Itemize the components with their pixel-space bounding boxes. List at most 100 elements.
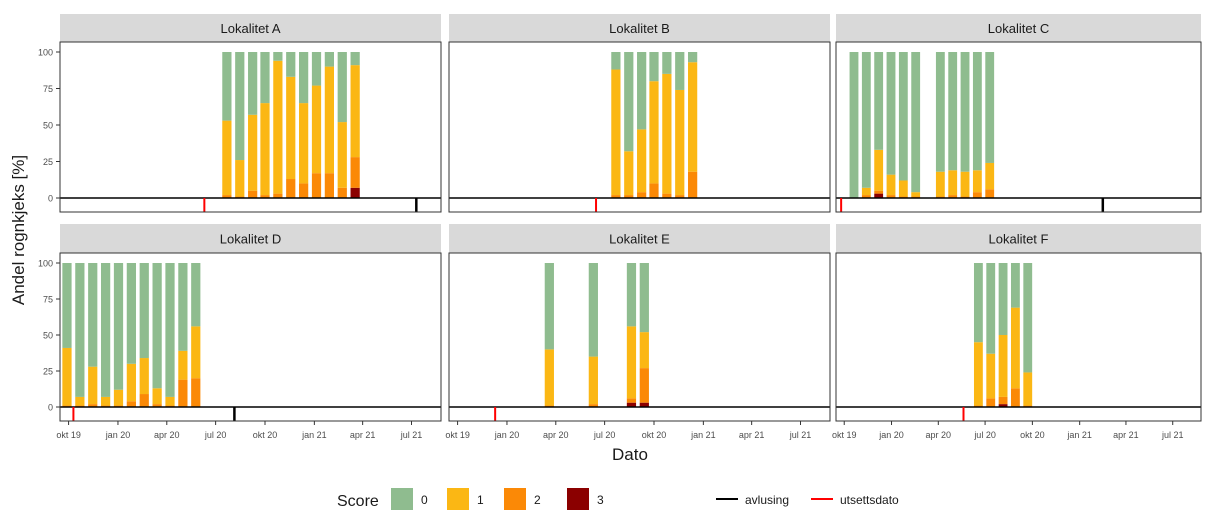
bar-segment-score-0 bbox=[75, 263, 85, 397]
bar-segment-score-2 bbox=[75, 405, 85, 407]
bar-segment-score-0 bbox=[139, 263, 149, 359]
bar-segment-score-1 bbox=[299, 103, 309, 184]
legend: Score 0 1 2 3 avlusing utsettsdato bbox=[337, 488, 899, 510]
bar-segment-score-1 bbox=[248, 114, 258, 191]
x-tick-label: jul 21 bbox=[400, 430, 423, 440]
bar-segment-score-2 bbox=[898, 196, 908, 198]
bar-segment-score-2 bbox=[637, 192, 647, 198]
bar-segment-score-2 bbox=[88, 404, 98, 407]
bar-segment-score-3 bbox=[998, 404, 1008, 407]
bar-segment-score-2 bbox=[626, 398, 637, 403]
bar-segment-score-1 bbox=[874, 149, 884, 191]
y-tick-label: 75 bbox=[43, 84, 53, 94]
panel-strip bbox=[836, 14, 1201, 42]
x-tick-label: jan 20 bbox=[105, 430, 131, 440]
bar-segment-score-1 bbox=[273, 60, 283, 194]
panel-strip bbox=[60, 224, 441, 253]
panel-title: Lokalitet C bbox=[988, 21, 1049, 36]
y-tick-label: 100 bbox=[38, 48, 53, 58]
x-tick-label: jan 21 bbox=[690, 430, 716, 440]
bar-segment-score-1 bbox=[311, 85, 322, 174]
x-tick-label: jul 20 bbox=[204, 430, 227, 440]
x-tick-label: okt 19 bbox=[56, 430, 81, 440]
bar-segment-score-2 bbox=[260, 195, 270, 198]
bar-segment-score-3 bbox=[874, 193, 884, 198]
x-tick-label: apr 20 bbox=[926, 430, 952, 440]
bar-segment-score-2 bbox=[998, 396, 1008, 405]
bar-segment-score-1 bbox=[222, 120, 232, 196]
bar-segment-score-2 bbox=[324, 173, 334, 198]
bar-segment-score-2 bbox=[911, 196, 921, 198]
bar-segment-score-1 bbox=[986, 353, 996, 399]
panel-plot-area bbox=[449, 253, 830, 421]
bar-segment-score-2 bbox=[544, 405, 554, 407]
bar-segment-score-1 bbox=[324, 66, 334, 174]
bar-segment-score-1 bbox=[75, 396, 85, 406]
bar-segment-score-0 bbox=[911, 52, 921, 193]
legend-label-score: 1 bbox=[477, 493, 484, 507]
bar-segment-score-2 bbox=[1023, 405, 1033, 407]
bar-segment-score-0 bbox=[886, 52, 896, 175]
panel-strip bbox=[836, 224, 1201, 253]
bar-segment-score-0 bbox=[544, 263, 554, 350]
bar-segment-score-0 bbox=[222, 52, 232, 121]
bar-segment-score-2 bbox=[101, 405, 111, 407]
panels-layer: Lokalitet A 0 25 50 75 100 Lokalitet B Lokalite… bbox=[38, 14, 1202, 440]
bar-segment-score-0 bbox=[611, 52, 621, 70]
bar-segment-score-0 bbox=[178, 263, 188, 351]
bar-segment-score-0 bbox=[152, 263, 162, 389]
bar-segment-score-2 bbox=[62, 405, 72, 407]
bar-segment-score-1 bbox=[675, 89, 685, 196]
bar-segment-score-0 bbox=[311, 52, 322, 86]
y-tick-label: 0 bbox=[48, 194, 53, 204]
bar-segment-score-3 bbox=[626, 402, 637, 407]
bar-segment-score-0 bbox=[935, 52, 945, 172]
x-tick-label: apr 21 bbox=[739, 430, 765, 440]
panel-strip bbox=[449, 14, 830, 42]
bar-segment-score-0 bbox=[324, 52, 334, 67]
bar-segment-score-2 bbox=[972, 192, 982, 198]
bar-segment-score-0 bbox=[998, 263, 1008, 335]
panel-1: Lokalitet A 0 25 50 75 100 bbox=[38, 14, 442, 213]
y-tick-label: 100 bbox=[38, 259, 53, 269]
bar-segment-score-1 bbox=[972, 170, 982, 193]
bar-segment-score-2 bbox=[960, 196, 970, 198]
bar-segment-score-1 bbox=[960, 171, 970, 197]
bar-segment-score-1 bbox=[544, 349, 554, 406]
bar-segment-score-2 bbox=[235, 196, 245, 198]
bar-segment-score-1 bbox=[152, 388, 162, 405]
legend-label-avlusing: avlusing bbox=[745, 493, 789, 507]
panel-border bbox=[59, 41, 442, 213]
bar-segment-score-0 bbox=[688, 52, 698, 63]
bar-segment-score-0 bbox=[637, 52, 647, 130]
y-tick-label: 0 bbox=[48, 403, 53, 413]
bar-segment-score-1 bbox=[624, 151, 634, 196]
bar-segment-score-1 bbox=[588, 356, 598, 405]
bar-segment-score-0 bbox=[1023, 263, 1033, 373]
bar-segment-score-2 bbox=[886, 195, 896, 198]
bar-segment-score-2 bbox=[688, 171, 698, 198]
panel-border bbox=[448, 252, 831, 422]
y-tick-label: 50 bbox=[43, 331, 53, 341]
bar-segment-score-2 bbox=[126, 401, 136, 407]
bar-segment-score-0 bbox=[898, 52, 908, 181]
bar-segment-score-1 bbox=[637, 129, 647, 193]
bar-segment-score-1 bbox=[1023, 372, 1033, 406]
bar-segment-score-0 bbox=[165, 263, 175, 397]
bar-segment-score-0 bbox=[248, 52, 258, 115]
bar-segment-score-2 bbox=[299, 183, 309, 198]
bar-segment-score-1 bbox=[626, 326, 637, 399]
bar-segment-score-2 bbox=[286, 179, 296, 198]
x-tick-label: jan 20 bbox=[878, 430, 904, 440]
bar-segment-score-2 bbox=[611, 195, 621, 198]
bar-segment-score-1 bbox=[639, 332, 649, 369]
bar-segment-score-2 bbox=[248, 190, 258, 198]
bar-segment-score-2 bbox=[337, 187, 347, 198]
bar-segment-score-1 bbox=[337, 122, 347, 188]
bar-segment-score-0 bbox=[260, 52, 270, 104]
bar-segment-score-1 bbox=[101, 396, 111, 406]
bar-segment-score-2 bbox=[311, 173, 322, 198]
x-tick-label: okt 20 bbox=[1020, 430, 1045, 440]
